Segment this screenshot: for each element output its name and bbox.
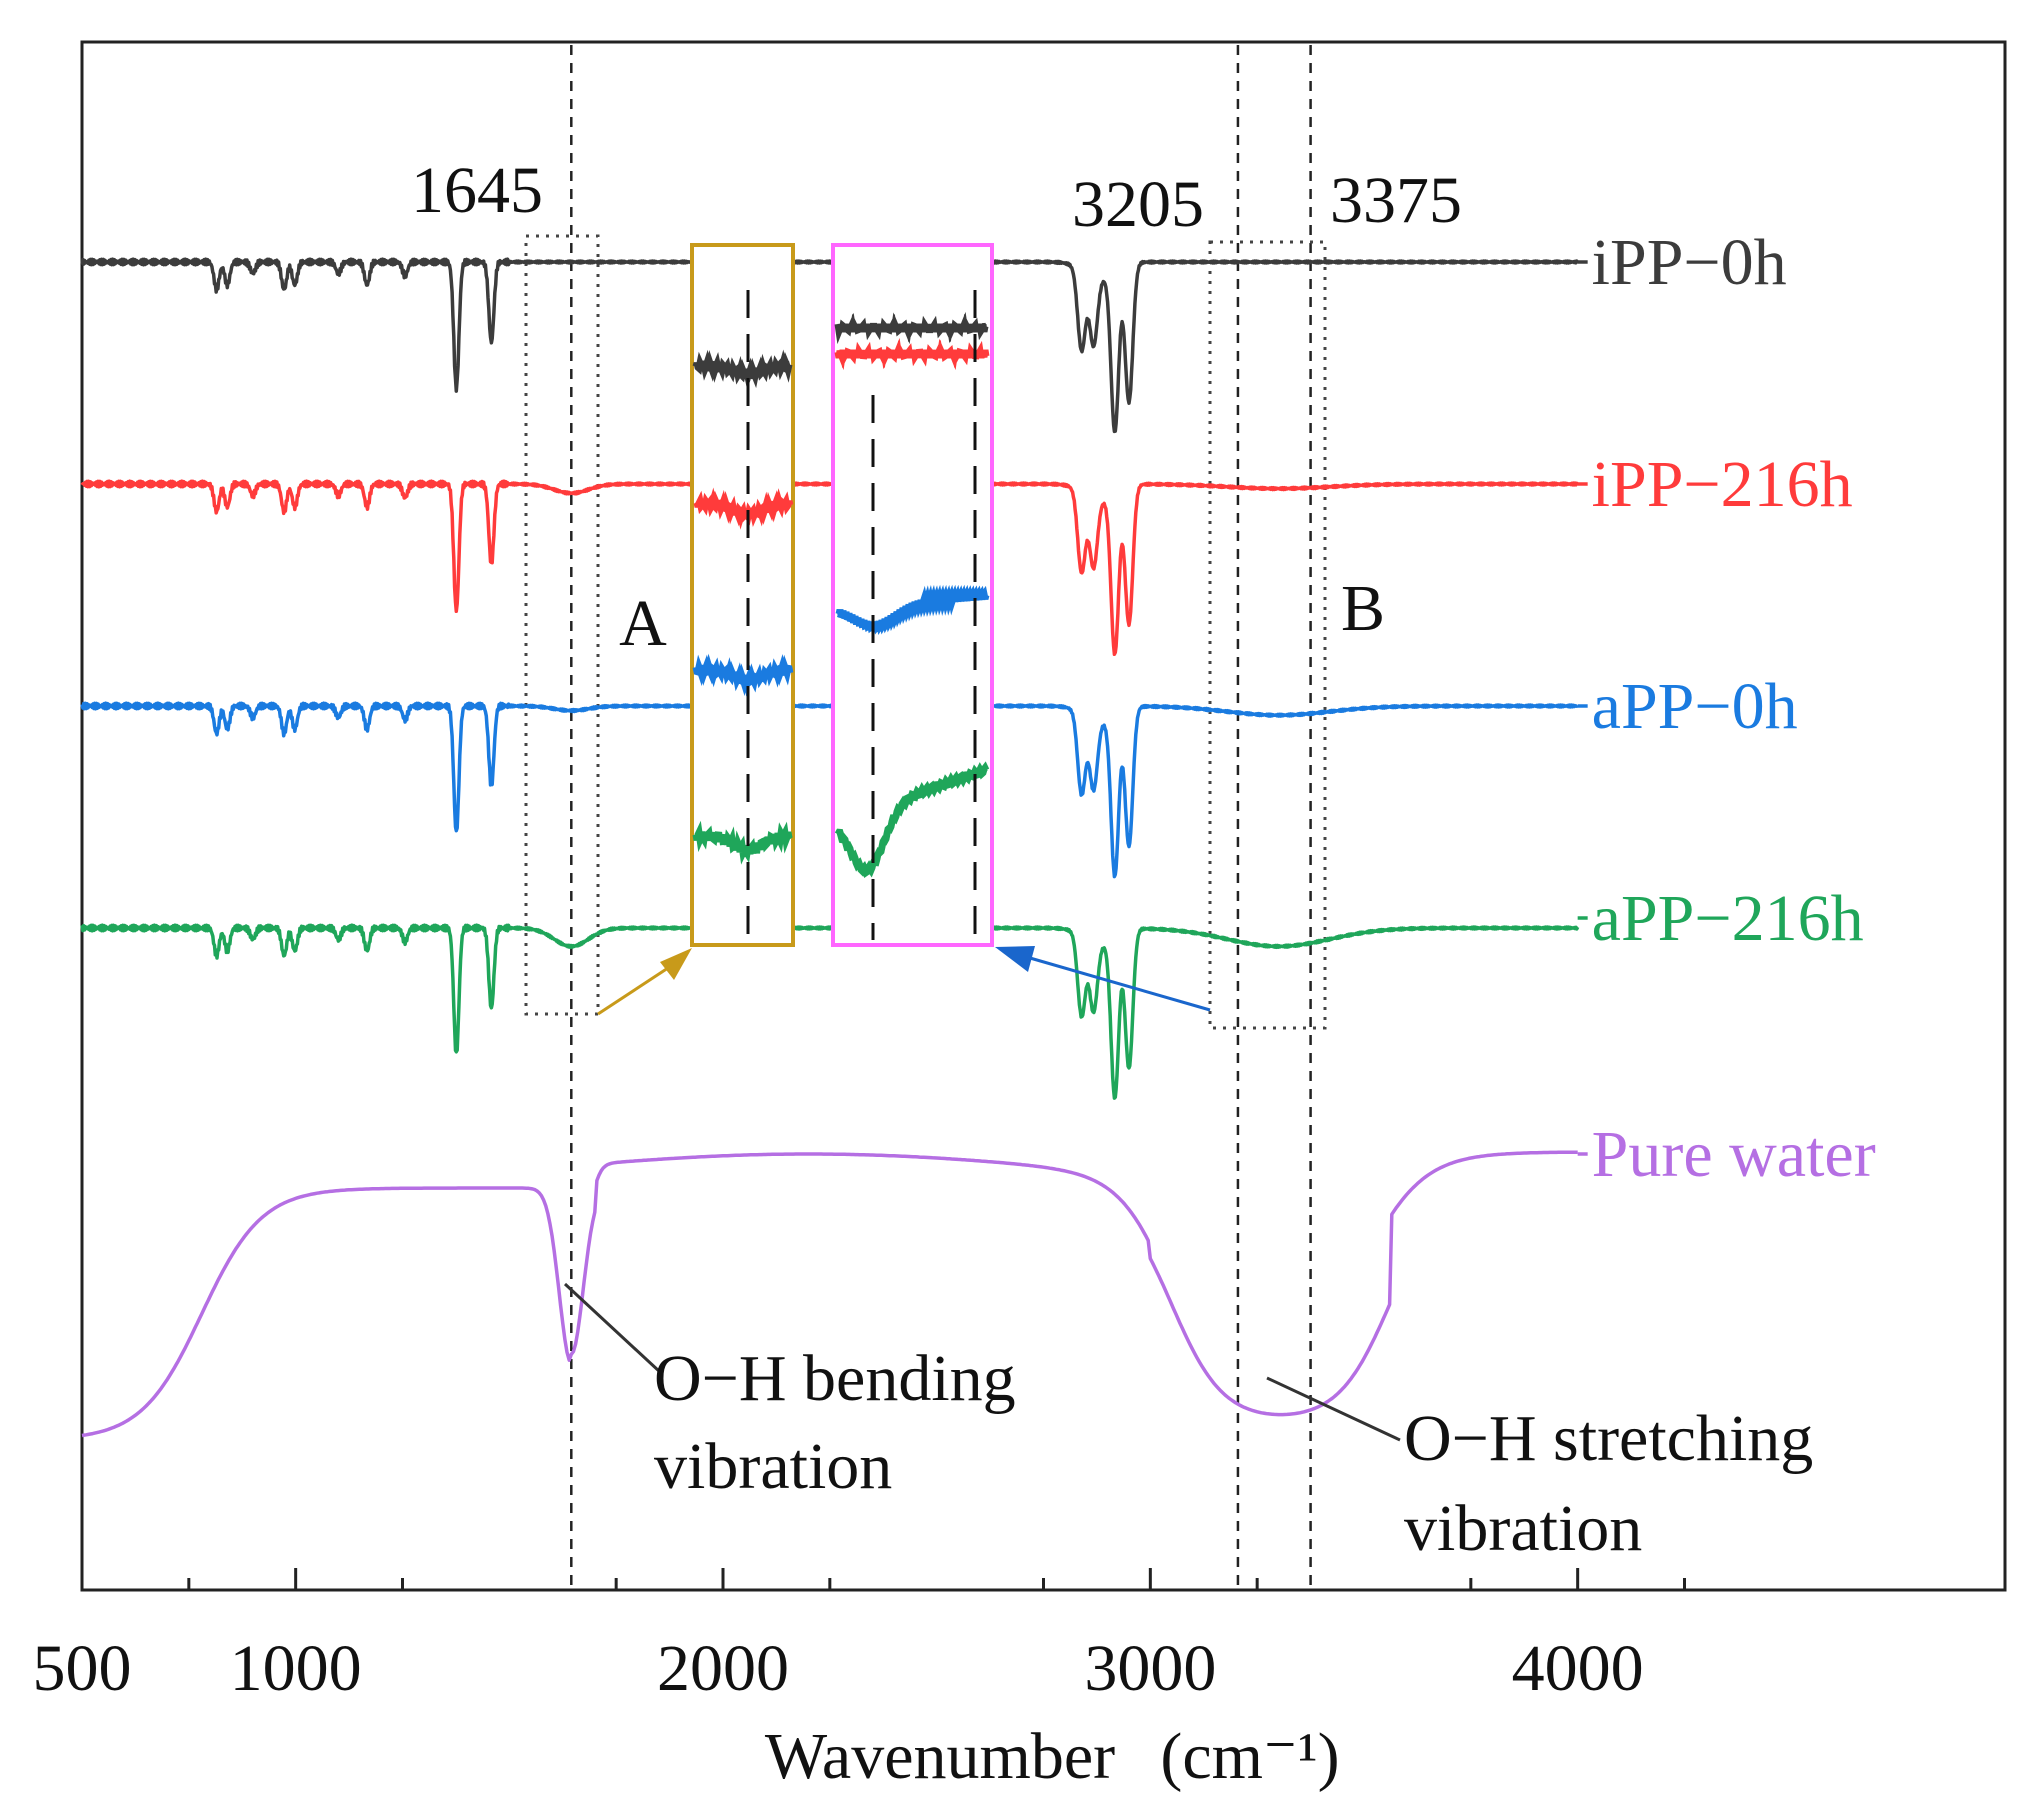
inset-a-trace [693,487,794,530]
ref-label-1645: 1645 [411,154,543,227]
series-label: iPP−216h [1592,448,1853,521]
series-line [80,257,1580,434]
x-tick-label: 3000 [1084,1632,1216,1705]
ref-label-3205: 3205 [1072,168,1204,241]
bend-label-line1: O−H bending [654,1342,1016,1415]
arrow-a [597,948,692,1016]
region-b-box [1208,240,1327,1030]
series-line [80,479,1580,657]
inset-b-trace [835,584,990,635]
inset-b-trace [834,311,989,345]
x-tick-label: 500 [33,1632,132,1705]
x-tick-label: 2000 [657,1632,789,1705]
stretch-label-line1: O−H stretching [1404,1402,1813,1475]
series-line [80,701,1579,879]
x-tick-label: 1000 [230,1632,362,1705]
arrow-b [995,946,1211,1012]
inset-b-trace [834,761,990,878]
spectra-group [80,257,1580,1438]
series-label: aPP−0h [1592,670,1798,743]
inset-a-trace [692,820,793,865]
series-line [81,1150,1578,1438]
inset-a-trace [692,349,793,390]
bend-label-line2: vibration [654,1430,892,1503]
series-label: iPP−0h [1592,226,1787,299]
series-label: Pure water [1592,1118,1876,1191]
inset-a-traces [692,349,794,865]
series-labels: iPP−0h iPP−216h aPP−0h aPP−216h Pure water [1577,226,1876,1191]
region-a-label: A [619,587,667,660]
region-b-label: B [1341,572,1385,645]
series-line [80,923,1580,1100]
x-axis-label: Wavenumber [765,1720,1115,1793]
reference-lines [570,45,1312,1588]
stretch-label-line2: vibration [1404,1492,1642,1565]
series-label: aPP−216h [1592,882,1864,955]
inset-b-trace [834,337,990,371]
x-axis-unit: (cm⁻¹) [1160,1720,1339,1793]
bend-pointer [563,1282,662,1374]
x-axis-ticks: 500 1000 2000 3000 4000 [33,1568,1686,1705]
region-a-box [524,234,600,1016]
inset-a-trace [692,653,794,697]
ref-label-3375: 3375 [1330,164,1462,237]
inset-b-traces [834,311,990,878]
x-tick-label: 4000 [1512,1632,1644,1705]
stretch-pointer [1266,1376,1401,1442]
